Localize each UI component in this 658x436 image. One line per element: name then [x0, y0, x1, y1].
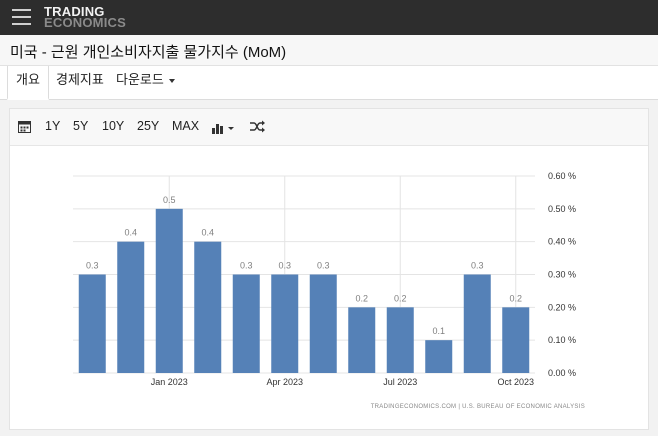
tab-overview[interactable]: 개요 — [7, 66, 49, 100]
chart-toolbar: 1Y 5Y 10Y 25Y MAX — [10, 109, 648, 146]
data-label: 0.4 — [124, 228, 137, 238]
y-tick-label: 0.30 % — [548, 270, 576, 280]
logo-line-1: TRADING — [44, 4, 105, 19]
chart-type-button[interactable] — [212, 121, 236, 139]
data-label: 0.2 — [509, 293, 522, 303]
data-label: 0.3 — [317, 261, 330, 271]
bar — [271, 274, 299, 373]
bar — [463, 274, 491, 373]
tab-download-label: 다운로드 — [116, 72, 164, 87]
shuffle-icon[interactable] — [250, 120, 265, 133]
page-title: 미국 - 근원 개인소비자지출 물가지수 (MoM) — [10, 44, 287, 61]
range-10y-button[interactable]: 10Y — [102, 119, 125, 133]
chevron-down-icon — [168, 78, 175, 83]
y-tick-label: 0.10 % — [548, 335, 576, 345]
title-bar: 미국 - 근원 개인소비자지출 물가지수 (MoM) — [0, 35, 658, 66]
data-label: 0.2 — [394, 293, 407, 303]
source-text: TRADINGECONOMICS.COM | U.S. BUREAU OF EC… — [371, 404, 585, 410]
tab-download[interactable]: 다운로드 — [108, 66, 183, 99]
data-label: 0.2 — [355, 293, 368, 303]
range-25y-button[interactable]: 25Y — [137, 119, 160, 133]
bar — [155, 208, 183, 373]
data-label: 0.3 — [86, 261, 99, 271]
x-tick-label: Oct 2023 — [497, 377, 534, 387]
data-label: 0.3 — [240, 261, 253, 271]
bar — [425, 340, 453, 373]
x-tick-label: Jul 2023 — [383, 377, 417, 387]
bar — [232, 274, 260, 373]
bar-chart: 0.00 % 0.10 % 0.20 % 0.30 % 0.40 % 0.50 % 0.60… — [73, 171, 585, 410]
y-tick-label: 0.00 % — [548, 368, 576, 378]
tab-indicators[interactable]: 경제지표 — [56, 72, 104, 87]
bar — [194, 241, 222, 373]
logo-line-2: ECONOMICS — [44, 15, 126, 30]
tab-bar: 개요 경제지표 다운로드 — [0, 66, 658, 100]
data-label: 0.5 — [163, 195, 176, 205]
x-tick-label: Apr 2023 — [266, 377, 303, 387]
data-label: 0.4 — [201, 228, 214, 238]
bar — [309, 274, 337, 373]
range-1y-button[interactable]: 1Y — [45, 119, 61, 133]
hamburger-menu-icon[interactable] — [12, 9, 31, 26]
bar — [386, 307, 414, 373]
data-label: 0.3 — [278, 261, 291, 271]
bar-chart-icon — [212, 124, 234, 134]
data-label: 0.1 — [432, 326, 445, 336]
y-tick-label: 0.60 % — [548, 171, 576, 181]
chart-panel: 1Y 5Y 10Y 25Y MAX 0.00 % 0.10 % 0.20 % 0.30… — [9, 108, 649, 430]
y-tick-label: 0.50 % — [548, 204, 576, 214]
x-tick-label: Jan 2023 — [151, 377, 188, 387]
bar — [117, 241, 145, 373]
bar — [78, 274, 106, 373]
y-tick-label: 0.20 % — [548, 302, 576, 312]
data-label: 0.3 — [471, 261, 484, 271]
calendar-icon[interactable] — [18, 120, 31, 133]
range-max-button[interactable]: MAX — [172, 119, 200, 133]
y-tick-label: 0.40 % — [548, 237, 576, 247]
trading-economics-logo[interactable]: TRADING ECONOMICS — [44, 4, 126, 30]
top-navigation-bar: TRADING ECONOMICS — [0, 0, 658, 35]
bar — [502, 307, 530, 373]
bar — [348, 307, 376, 373]
range-5y-button[interactable]: 5Y — [73, 119, 89, 133]
